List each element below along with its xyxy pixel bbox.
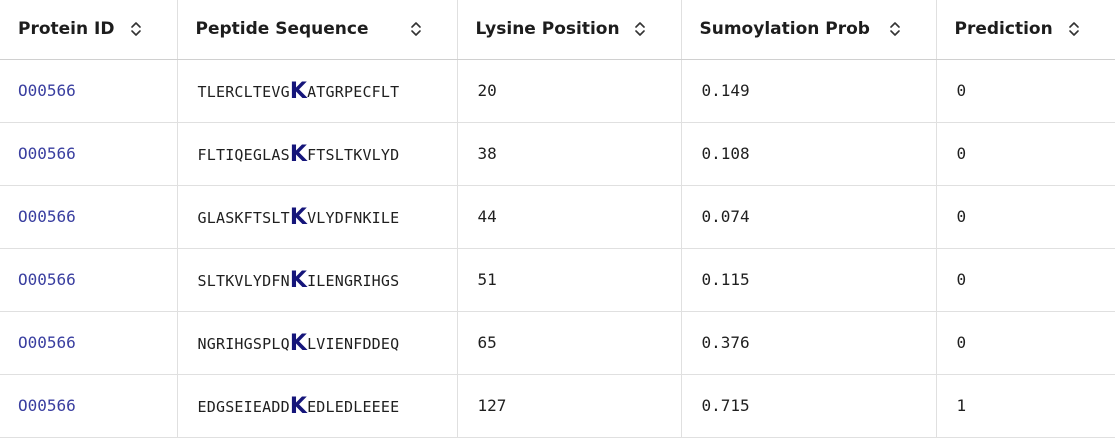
peptide-sequence-cell: GLASKFTSLTKVLYDFNKILE — [177, 185, 457, 248]
sequence-prefix: GLASKFTSLT — [198, 209, 290, 227]
peptide-sequence-cell: SLTKVLYDFNKILENGRIHGS — [177, 248, 457, 311]
lysine-position-cell: 127 — [457, 374, 681, 437]
lysine-position-cell: 38 — [457, 122, 681, 185]
prediction-cell: 0 — [936, 311, 1115, 374]
lysine-highlight: K — [290, 142, 307, 167]
prediction-cell: 0 — [936, 59, 1115, 122]
sequence-suffix: FTSLTKVLYD — [307, 146, 399, 164]
column-header-label: Sumoylation Prob — [700, 19, 870, 39]
lysine-highlight: K — [290, 394, 307, 419]
column-header-inner: Sumoylation Prob — [700, 19, 936, 39]
protein-id-link[interactable]: O00566 — [18, 144, 76, 163]
peptide-sequence-cell: TLERCLTEVGKATGRPECFLT — [177, 59, 457, 122]
sequence-prefix: FLTIQEGLAS — [198, 146, 290, 164]
column-header-inner: Lysine Position — [476, 19, 681, 39]
peptide-sequence-cell: FLTIQEGLASKFTSLTKVLYD — [177, 122, 457, 185]
lysine-position-cell: 44 — [457, 185, 681, 248]
column-header-peptide-sequence[interactable]: Peptide Sequence — [177, 0, 457, 59]
sumoylation-prob-cell: 0.115 — [681, 248, 936, 311]
protein-id-cell: O00566 — [0, 248, 177, 311]
prediction-cell: 1 — [936, 374, 1115, 437]
protein-id-cell: O00566 — [0, 59, 177, 122]
protein-id-cell: O00566 — [0, 122, 177, 185]
sequence-prefix: SLTKVLYDFN — [198, 272, 290, 290]
protein-id-link[interactable]: O00566 — [18, 207, 76, 226]
column-header-protein-id[interactable]: Protein ID — [0, 0, 177, 59]
protein-id-cell: O00566 — [0, 185, 177, 248]
protein-id-cell: O00566 — [0, 374, 177, 437]
column-header-label: Protein ID — [18, 19, 114, 39]
column-header-label: Peptide Sequence — [196, 19, 369, 39]
sumoylation-prob-cell: 0.149 — [681, 59, 936, 122]
peptide-sequence-cell: EDGSEIEADDKEDLEDLEEEE — [177, 374, 457, 437]
column-header-lysine-position[interactable]: Lysine Position — [457, 0, 681, 59]
sort-updown-icon[interactable] — [409, 20, 423, 38]
column-header-label: Prediction — [955, 19, 1053, 39]
column-header-inner: Prediction — [955, 19, 1115, 39]
protein-id-cell: O00566 — [0, 311, 177, 374]
protein-id-link[interactable]: O00566 — [18, 333, 76, 352]
protein-id-link[interactable]: O00566 — [18, 81, 76, 100]
column-header-inner: Protein ID — [18, 19, 177, 39]
lysine-position-cell: 20 — [457, 59, 681, 122]
lysine-position-cell: 51 — [457, 248, 681, 311]
sumoylation-prob-cell: 0.108 — [681, 122, 936, 185]
sequence-suffix: VLYDFNKILE — [307, 209, 399, 227]
column-header-inner: Peptide Sequence — [196, 19, 457, 39]
prediction-cell: 0 — [936, 248, 1115, 311]
table-header: Protein ID Peptide Sequence Lysine Positio… — [0, 0, 1115, 59]
header-row: Protein ID Peptide Sequence Lysine Positio… — [0, 0, 1115, 59]
lysine-highlight: K — [290, 268, 307, 293]
sequence-suffix: LVIENFDDEQ — [307, 335, 399, 353]
sequence-suffix: EDLEDLEEEE — [307, 398, 399, 416]
sort-updown-icon[interactable] — [633, 20, 647, 38]
lysine-position-cell: 65 — [457, 311, 681, 374]
lysine-highlight: K — [290, 205, 307, 230]
peptide-sequence-cell: NGRIHGSPLQKLVIENFDDEQ — [177, 311, 457, 374]
prediction-cell: 0 — [936, 185, 1115, 248]
column-header-label: Lysine Position — [476, 19, 620, 39]
sort-updown-icon[interactable] — [888, 20, 902, 38]
sequence-suffix: ILENGRIHGS — [307, 272, 399, 290]
sequence-prefix: TLERCLTEVG — [198, 83, 290, 101]
sort-updown-icon[interactable] — [129, 20, 143, 38]
sequence-prefix: EDGSEIEADD — [198, 398, 290, 416]
lysine-highlight: K — [290, 331, 307, 356]
sort-updown-icon[interactable] — [1067, 20, 1081, 38]
sequence-suffix: ATGRPECFLT — [307, 83, 399, 101]
sumoylation-prob-cell: 0.715 — [681, 374, 936, 437]
sumoylation-prob-cell: 0.376 — [681, 311, 936, 374]
sumoylation-prob-cell: 0.074 — [681, 185, 936, 248]
protein-id-link[interactable]: O00566 — [18, 270, 76, 289]
sequence-prefix: NGRIHGSPLQ — [198, 335, 290, 353]
column-header-prediction[interactable]: Prediction — [936, 0, 1115, 59]
lysine-highlight: K — [290, 79, 307, 104]
prediction-cell: 0 — [936, 122, 1115, 185]
column-header-sumoylation-prob[interactable]: Sumoylation Prob — [681, 0, 936, 59]
protein-id-link[interactable]: O00566 — [18, 396, 76, 415]
